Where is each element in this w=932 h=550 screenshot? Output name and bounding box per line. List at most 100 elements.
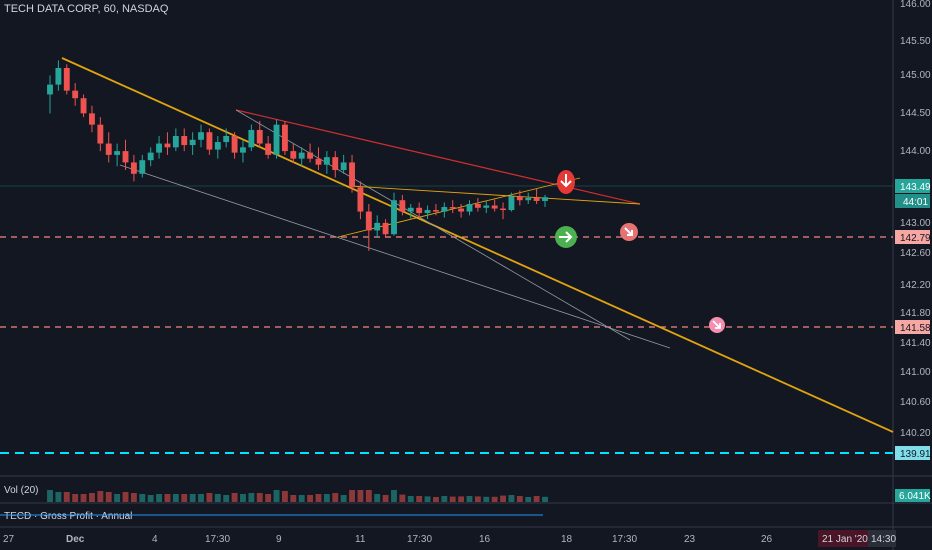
volume-bar [164,494,171,502]
candle-body [391,200,397,235]
candle-body [424,210,431,214]
level-label: 139.91 [900,449,931,460]
time-tick: 11 [355,534,366,545]
price-tick: 142.20 [900,280,931,291]
candle-body [458,208,465,212]
candle-body [214,142,221,150]
volume-bar [542,496,548,502]
current-price-badge [895,179,930,193]
volume-bar [72,494,79,502]
candle-body [525,197,532,201]
time-tick: 9 [276,534,282,545]
resistance-trendline[interactable] [235,109,641,205]
price-tick: 145.00 [900,70,931,81]
candle-body [122,151,129,163]
candle-body [72,90,79,99]
candle-body [365,211,372,231]
volume-bar [432,497,439,502]
sell-signal-icon[interactable] [557,170,575,194]
volume-bar [256,493,263,502]
candle-body [491,205,498,209]
candle-body [323,157,330,165]
price-tick: 140.60 [900,397,931,408]
volume-bar [365,490,372,502]
candle-body [181,136,188,146]
time-tick: 18 [561,534,573,545]
volume-bar [122,492,129,502]
volume-bar [89,493,95,502]
candle-body [256,129,263,144]
candle-body [130,162,137,174]
volume-bar [315,494,322,502]
candle-body [357,187,364,212]
volume-bar [441,496,448,502]
level-badge [895,320,930,334]
volume-bar [156,494,163,502]
volume-bar [458,496,465,502]
candle-body [508,196,515,211]
time-tick: 17:30 [205,534,230,545]
date-range-badge[interactable] [818,530,868,547]
channel-line[interactable] [119,164,671,349]
candle-body [97,124,104,144]
volume-bar [357,490,364,502]
volume-bar [231,493,238,502]
candle-body [114,151,121,155]
volume-bar [172,494,179,502]
volume-bar [97,491,104,502]
time-badge-label: 14:30 [871,534,896,545]
volume-bar [391,490,397,502]
candle-body [349,162,355,188]
time-tick: Dec [66,534,85,545]
price-tick: 143.00 [900,218,931,229]
price-tick: 140.20 [900,428,931,439]
price-tick: 141.40 [900,338,931,349]
volume-bar [147,495,154,502]
time-badge[interactable] [868,530,896,547]
time-tick: 26 [761,534,773,545]
candle-body [542,197,548,201]
volume-bar [139,494,146,502]
volume-indicator-label[interactable]: Vol (20) [4,485,39,496]
channel-line[interactable] [235,109,631,341]
volume-bar [273,490,280,502]
volume-bar [63,492,70,502]
volume-bar [491,496,498,502]
volume-bar [248,493,255,502]
price-tick: 145.50 [900,36,931,47]
volume-bar [449,496,456,502]
volume-bar [399,494,406,502]
volume-bar [516,496,523,502]
time-tick: 4 [152,534,158,545]
symbol-title[interactable]: TECH DATA CORP, 60, NASDAQ [4,3,169,15]
volume-bar [374,494,381,502]
candle-body [265,143,272,155]
volume-bar [382,495,389,502]
candle-body [298,152,305,159]
candle-body [533,197,540,201]
volume-badge [895,489,930,502]
volume-bar [105,492,112,502]
candle-body [248,129,255,148]
price-tick: 146.00 [900,0,931,10]
volume-bar [474,496,481,502]
volume-bar [332,493,339,502]
volume-bar [500,495,506,502]
gross-profit-indicator-label[interactable]: TECD · Gross Profit · Annual [4,511,133,522]
candle-body [281,124,288,152]
candle-body [223,136,230,143]
main-trendline[interactable] [61,57,894,433]
buy-signal-icon[interactable] [555,226,577,248]
down-signal-icon[interactable] [709,317,725,333]
volume-bar [214,494,221,502]
candle-body [198,132,204,140]
volume-bar [416,496,423,502]
candle-body [89,113,95,125]
down-signal-icon[interactable] [620,223,638,241]
triangle-upper[interactable] [349,185,641,205]
candle-body [374,222,381,231]
candle-body [206,132,213,150]
time-tick: 17:30 [612,534,637,545]
volume-bar [508,495,515,502]
